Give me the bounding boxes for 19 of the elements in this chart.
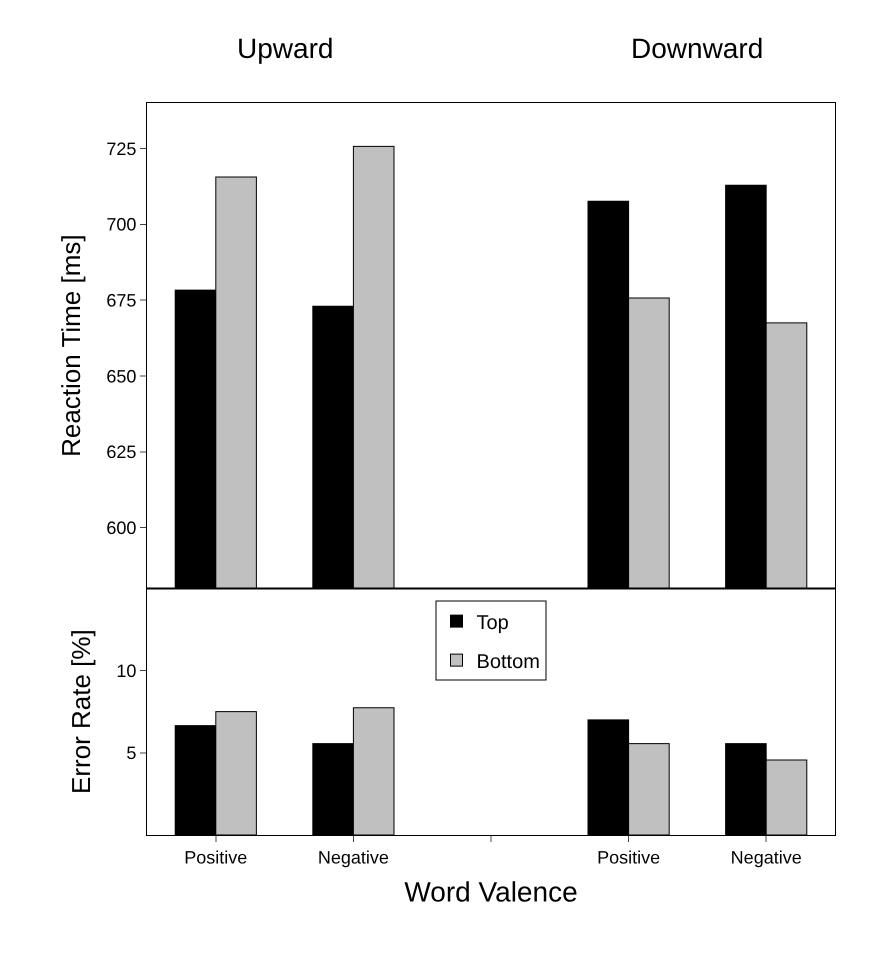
legend-label: Bottom (476, 650, 540, 673)
y-tick-label: 10 (116, 660, 136, 681)
x-axis-title: Word Valence (404, 876, 578, 908)
text: Upward (237, 33, 334, 64)
y-tick-label: 5 (126, 743, 136, 764)
y-tick-label: 625 (106, 442, 136, 462)
y-axis-title: Error Rate [%] (66, 629, 96, 794)
x-tick-label: Positive (184, 848, 248, 868)
x-tick-label: Positive (597, 848, 660, 868)
y-tick-label: 675 (106, 290, 136, 310)
y-axis-title: Reaction Time [ms] (56, 234, 86, 457)
x-tick-label: Negative (730, 848, 802, 868)
x-tick-label: Negative (318, 848, 389, 868)
y-tick-label: 725 (106, 138, 136, 159)
y-tick-label: 650 (106, 366, 136, 386)
text: Downward (631, 33, 764, 64)
legend-label: Top (476, 612, 509, 634)
y-tick-label: 600 (106, 518, 136, 538)
y-tick-label: 700 (106, 214, 136, 235)
